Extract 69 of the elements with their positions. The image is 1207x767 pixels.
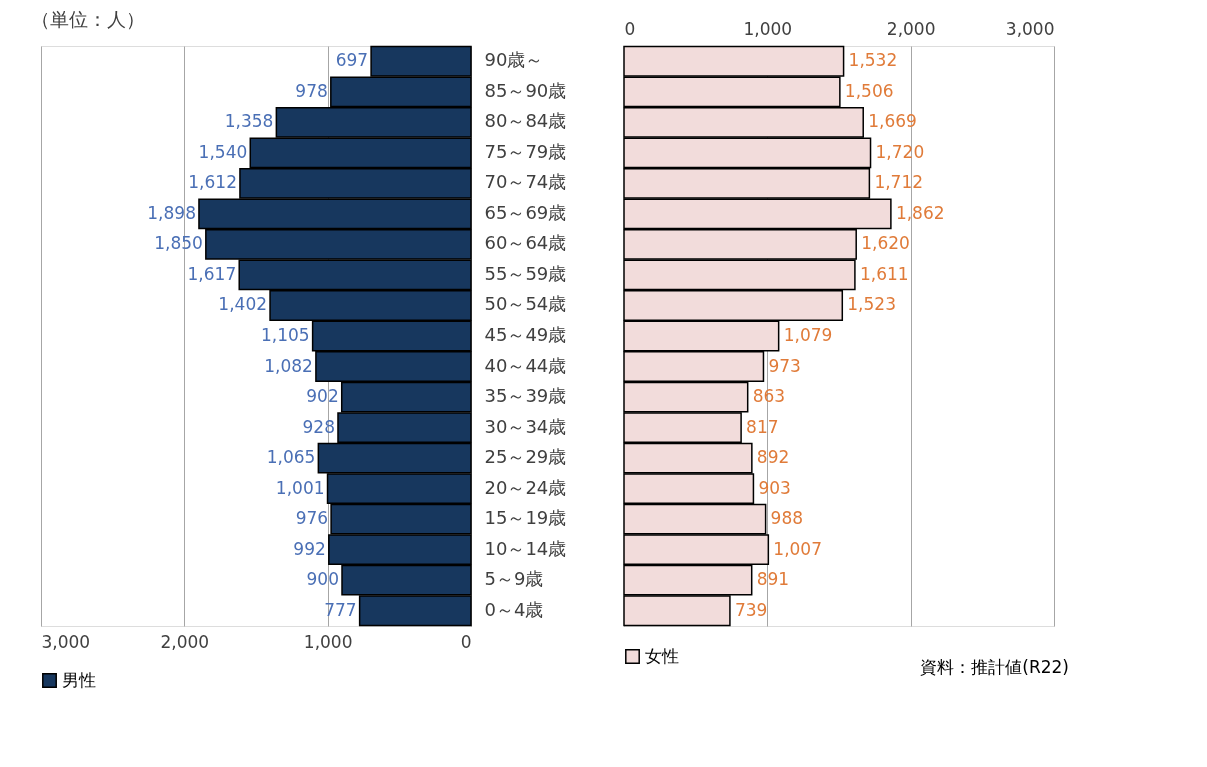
data-label: 1,105 <box>260 325 310 345</box>
x-tick-label: 1,000 <box>303 631 353 652</box>
data-label: 1,523 <box>847 294 896 315</box>
y-tick-label: 70～74歳 <box>484 171 567 193</box>
data-label: 1,402 <box>218 294 268 315</box>
y-tick-label: 20～24歳 <box>484 476 567 498</box>
x2-tick-label: 2,000 <box>886 18 936 39</box>
x2-tick-label: 0 <box>624 18 636 39</box>
data-label: 1,001 <box>275 477 325 498</box>
data-label: 976 <box>295 508 329 529</box>
data-label: 928 <box>302 416 335 437</box>
data-label: 697 <box>335 50 369 71</box>
text: （単位：人） <box>31 8 145 30</box>
x-tick-label: 2,000 <box>160 631 210 652</box>
data-label: 902 <box>306 386 339 407</box>
x-tick-label: 0 <box>460 631 472 652</box>
data-label: 1,007 <box>773 538 823 559</box>
y-tick-label: 10～14歳 <box>484 537 567 559</box>
y-tick-label: 45～49歳 <box>484 324 567 345</box>
data-label: 1,898 <box>147 202 196 223</box>
y-tick-label: 40～44歳 <box>484 354 567 376</box>
data-label: 988 <box>770 508 804 529</box>
data-label: 1,358 <box>224 111 274 132</box>
y-tick-label: 65～69歳 <box>484 201 567 223</box>
data-label: 1,065 <box>266 447 316 468</box>
data-label: 1,617 <box>187 263 237 284</box>
y-tick-label: 25～29歳 <box>484 446 567 468</box>
data-label: 1,620 <box>861 233 910 254</box>
data-label: 1,712 <box>874 172 924 193</box>
data-label: 992 <box>293 538 326 559</box>
data-label: 903 <box>758 477 791 498</box>
data-label: 973 <box>768 355 801 376</box>
data-label: 1,079 <box>783 325 833 345</box>
y-tick-label: 60～64歳 <box>484 232 567 254</box>
data-label: 1,506 <box>844 80 894 101</box>
y-tick-label: 90歳～ <box>484 49 544 71</box>
y-tick-label: 55～59歳 <box>484 262 567 284</box>
data-label: 739 <box>734 599 768 620</box>
data-label: 777 <box>324 599 357 620</box>
y-tick-label: 15～19歳 <box>484 507 567 529</box>
data-label: 1,850 <box>154 233 203 254</box>
data-label: 892 <box>756 447 790 468</box>
text: 資料：推計値(R22) <box>920 657 1069 677</box>
data-label: 978 <box>295 80 328 101</box>
legend-label: 男性 <box>62 669 96 690</box>
data-label: 1,862 <box>895 202 945 223</box>
legend-label: 女性 <box>645 645 679 666</box>
data-label: 891 <box>756 569 790 590</box>
y-tick-label: 85～90歳 <box>484 79 567 101</box>
x-tick-label: 3,000 <box>41 631 91 652</box>
data-label: 1,611 <box>859 263 909 284</box>
data-label: 863 <box>752 386 786 407</box>
data-label: 1,669 <box>868 111 917 132</box>
data-label: 1,540 <box>198 141 248 162</box>
data-label: 1,612 <box>188 172 237 193</box>
y-tick-label: 30～34歳 <box>484 415 567 437</box>
data-label: 1,532 <box>848 50 898 71</box>
y-tick-label: 35～39歳 <box>484 385 567 407</box>
data-label: 817 <box>746 416 779 437</box>
y-tick-label: 50～54歳 <box>484 293 567 315</box>
y-tick-label: 5～9歳 <box>484 568 544 590</box>
y-tick-label: 80～84歳 <box>484 110 567 132</box>
data-label: 1,082 <box>264 355 313 376</box>
x2-tick-label: 3,000 <box>1005 18 1055 39</box>
x2-tick-label: 1,000 <box>743 18 793 39</box>
data-label: 900 <box>306 569 339 590</box>
y-tick-label: 75～79歳 <box>484 140 567 162</box>
data-label: 1,720 <box>875 141 925 162</box>
y-tick-label: 0～4歳 <box>484 598 544 620</box>
